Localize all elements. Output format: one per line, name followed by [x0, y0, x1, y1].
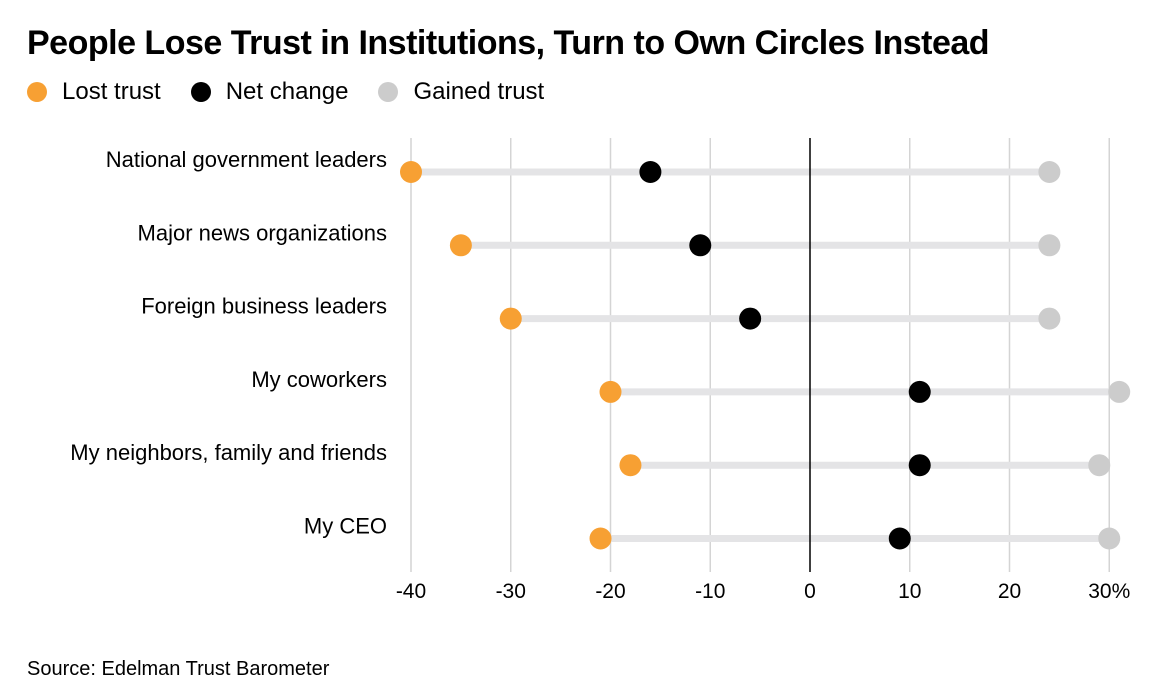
legend-item-lost: Lost trust — [27, 78, 161, 106]
legend-label-gained: Gained trust — [413, 78, 545, 105]
category-label-5: My CEO — [304, 514, 387, 539]
category-label-3: My coworkers — [251, 367, 387, 392]
category-label-4: My neighbors, family and friends — [70, 440, 387, 465]
legend-item-net: Net change — [190, 78, 349, 106]
category-label-2: Foreign business leaders — [141, 294, 387, 319]
legend-dot-gained — [378, 82, 399, 102]
dot-gained-0 — [1038, 161, 1061, 183]
dot-lost-5 — [589, 527, 612, 550]
dot-net-3 — [908, 380, 931, 403]
category-label-0: National government leaders — [106, 147, 387, 172]
dot-gained-2 — [1038, 307, 1061, 330]
dot-net-0 — [639, 161, 662, 183]
category-label-1: Major news organizations — [138, 220, 387, 245]
x-tick-label--40: -40 — [396, 580, 426, 603]
dot-gained-4 — [1088, 454, 1111, 477]
source-note: Source: Edelman Trust Barometer — [27, 658, 330, 680]
dot-gained-3 — [1108, 380, 1131, 403]
dot-net-5 — [888, 527, 911, 550]
dot-net-1 — [689, 234, 712, 257]
chart-title: People Lose Trust in Institutions, Turn … — [27, 24, 990, 62]
x-tick-label--20: -20 — [595, 580, 625, 603]
legend-label-net: Net change — [225, 78, 349, 105]
legend-label-lost: Lost trust — [62, 78, 161, 105]
x-tick-label--10: -10 — [695, 580, 725, 603]
legend-item-gained: Gained trust — [378, 78, 544, 106]
x-tick-label-10: 10 — [898, 580, 921, 603]
dot-net-4 — [908, 454, 931, 477]
dot-lost-4 — [619, 454, 642, 477]
x-tick-label-30: 30% — [1088, 580, 1130, 603]
dot-lost-0 — [400, 161, 422, 183]
dot-lost-2 — [499, 307, 522, 330]
dot-gained-5 — [1098, 527, 1121, 550]
x-tick-label-0: 0 — [804, 580, 816, 603]
x-tick-label-20: 20 — [998, 580, 1021, 603]
legend-dot-lost — [27, 82, 47, 102]
dot-lost-3 — [599, 380, 622, 403]
x-tick-label--30: -30 — [496, 580, 526, 603]
dot-gained-1 — [1038, 234, 1061, 257]
legend: Lost trust Net change Gained trust — [27, 78, 574, 106]
dot-net-2 — [739, 307, 762, 330]
legend-dot-net — [190, 82, 211, 102]
dot-lost-1 — [449, 234, 472, 257]
